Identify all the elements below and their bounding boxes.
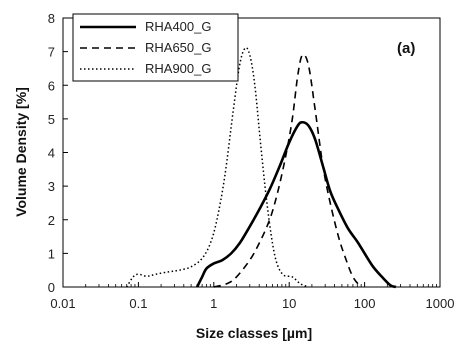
panel-annotation: (a) bbox=[397, 40, 415, 57]
y-tick-label: 5 bbox=[48, 112, 55, 127]
y-tick-label: 1 bbox=[48, 246, 55, 261]
y-tick-label: 2 bbox=[48, 213, 55, 228]
series-line-rha650-g bbox=[213, 53, 362, 288]
x-tick-label: 100 bbox=[354, 296, 376, 311]
legend-label-rha400: RHA400_G bbox=[145, 19, 211, 34]
legend: RHA400_G RHA650_G RHA900_G bbox=[72, 13, 239, 82]
legend-label-rha900: RHA900_G bbox=[145, 61, 211, 76]
x-tick-label: 1 bbox=[210, 296, 217, 311]
y-tick-label: 8 bbox=[48, 11, 55, 26]
y-tick-label: 3 bbox=[48, 179, 55, 194]
x-axis-title: Size classes [µm] bbox=[196, 325, 312, 341]
legend-label-rha650: RHA650_G bbox=[145, 40, 211, 55]
series-line-rha400-g bbox=[195, 120, 397, 289]
series-line-rha900-g bbox=[126, 46, 309, 288]
x-tick-label: 1000 bbox=[426, 296, 455, 311]
x-tick-label: 0.1 bbox=[129, 296, 147, 311]
y-tick-label: 4 bbox=[48, 146, 55, 161]
x-tick-label: 0.01 bbox=[50, 296, 75, 311]
tick-layer: 0 1 2 3 4 5 6 7 8 0.01 0.1 1 10 100 1000 bbox=[48, 11, 455, 311]
y-tick-label: 6 bbox=[48, 78, 55, 93]
y-axis-title: Volume Density [%] bbox=[13, 87, 29, 217]
y-tick-label: 0 bbox=[48, 280, 55, 295]
x-tick-label: 10 bbox=[282, 296, 296, 311]
y-tick-label: 7 bbox=[48, 45, 55, 60]
legend-box bbox=[72, 13, 239, 82]
series-layer bbox=[126, 46, 397, 289]
